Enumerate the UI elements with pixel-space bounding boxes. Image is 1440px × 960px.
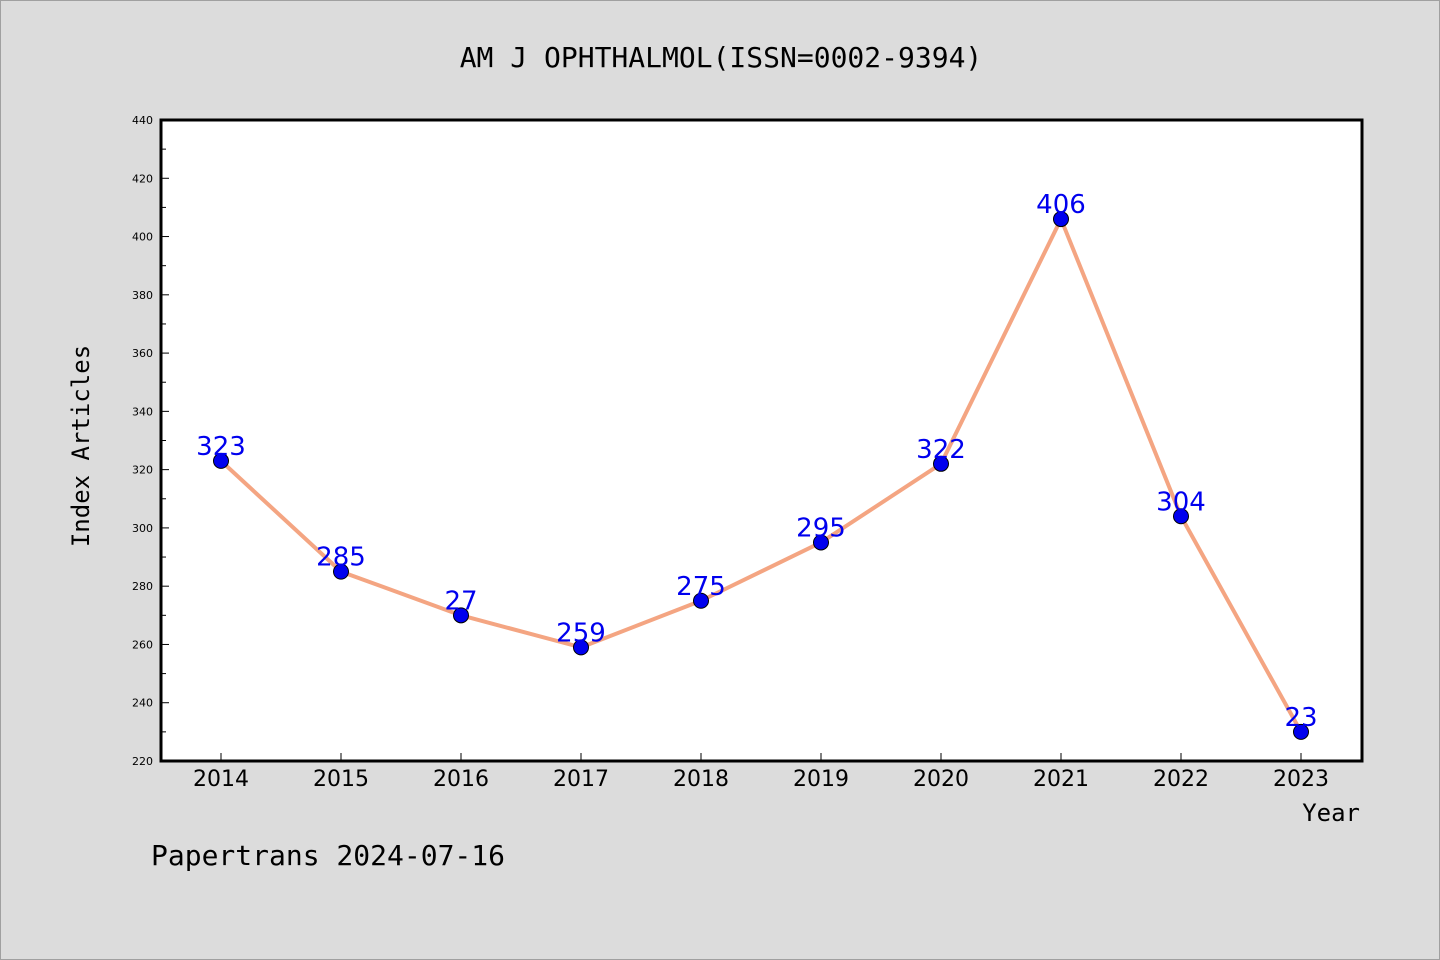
data-label: 259 — [556, 618, 606, 648]
data-point — [933, 455, 949, 472]
y-tick-label: 360 — [132, 347, 153, 360]
data-point — [1173, 508, 1189, 525]
x-tick-label: 2019 — [793, 767, 849, 792]
data-label: 285 — [316, 543, 366, 573]
data-label: 27 — [444, 586, 477, 616]
y-tick-label: 420 — [132, 172, 153, 185]
x-tick-label: 2015 — [313, 767, 369, 792]
x-axis: 2014 2015 2016 2017 2018 2019 2020 2021 2022 2023 — [193, 753, 1329, 792]
data-point — [453, 607, 469, 624]
series-line: 323 285 27 259 275 295 322 406 304 23 — [196, 190, 1318, 740]
data-point — [693, 592, 709, 609]
data-label: 323 — [196, 432, 246, 462]
y-tick-label: 260 — [132, 638, 153, 651]
y-tick-label: 400 — [132, 231, 153, 244]
data-label: 295 — [796, 513, 846, 543]
series-polyline — [219, 217, 1303, 733]
x-tick-label: 2023 — [1273, 767, 1329, 792]
data-label: 304 — [1156, 487, 1206, 517]
chart-title: AM J OPHTHALMOL(ISSN=0002-9394) — [460, 41, 983, 74]
x-tick-label: 2020 — [913, 767, 969, 792]
y-tick-label: 280 — [132, 580, 153, 593]
data-point — [1293, 723, 1309, 740]
data-point — [813, 534, 829, 551]
plot-area — [159, 118, 1364, 763]
data-label: 406 — [1036, 190, 1086, 220]
y-tick-label: 440 — [132, 114, 153, 127]
data-label: 275 — [676, 572, 726, 602]
y-tick-label: 300 — [132, 522, 153, 535]
y-tick-label: 380 — [132, 289, 153, 302]
data-point — [1053, 211, 1069, 228]
data-point — [333, 563, 349, 580]
y-tick-label: 240 — [132, 697, 153, 710]
data-point — [573, 639, 589, 656]
y-axis-label: Index Articles — [67, 345, 95, 547]
x-tick-label: 2018 — [673, 767, 729, 792]
y-axis: 220 240 260 280 300 320 340 360 380 400 420 440 — [132, 114, 169, 768]
footer-credit: Papertrans 2024-07-16 — [151, 839, 505, 872]
x-tick-label: 2016 — [433, 767, 489, 792]
x-axis-label: Year — [1302, 799, 1360, 827]
x-tick-label: 2017 — [553, 767, 609, 792]
y-tick-label: 320 — [132, 464, 153, 477]
y-tick-label: 220 — [132, 755, 153, 768]
data-label: 23 — [1284, 703, 1317, 733]
x-tick-label: 2022 — [1153, 767, 1209, 792]
x-tick-label: 2014 — [193, 767, 249, 792]
data-point — [213, 452, 229, 469]
data-label: 322 — [916, 435, 966, 465]
y-tick-label: 340 — [132, 405, 153, 418]
x-tick-label: 2021 — [1033, 767, 1089, 792]
